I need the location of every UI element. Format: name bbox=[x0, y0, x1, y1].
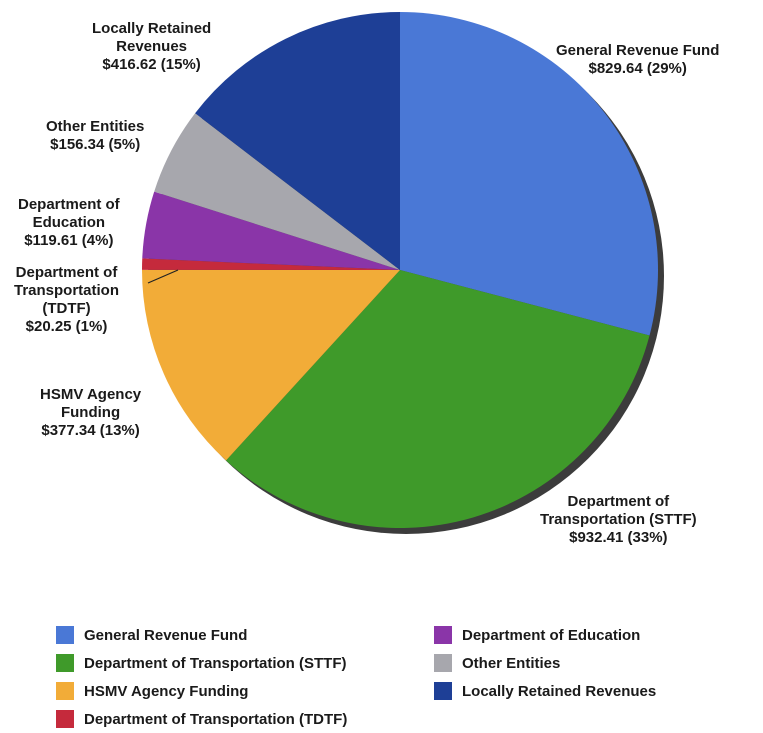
legend-item-locally-retained-revenues: Locally Retained Revenues bbox=[434, 680, 656, 702]
legend-label: Other Entities bbox=[462, 654, 561, 672]
label-dot-tdtf: Department of Transportation (TDTF) $20.… bbox=[14, 264, 119, 336]
pie-slice-general-revenue-fund bbox=[400, 12, 658, 336]
legend-label: Department of Transportation (TDTF) bbox=[84, 710, 348, 728]
legend-item-general-revenue-fund: General Revenue Fund bbox=[56, 624, 247, 646]
label-name-line: Education bbox=[32, 214, 106, 231]
label-name-line: Transportation (STTF) bbox=[540, 511, 697, 528]
label-dot-sttf: Department of Transportation (STTF) $932… bbox=[540, 493, 697, 547]
label-value: $20.25 (1%) bbox=[25, 318, 108, 335]
label-value: $829.64 (29%) bbox=[588, 60, 687, 77]
legend-label: General Revenue Fund bbox=[84, 626, 248, 644]
label-name-line: Other Entities bbox=[46, 118, 145, 135]
legend-label: Department of Transportation (STTF) bbox=[84, 654, 347, 672]
legend-swatch bbox=[56, 626, 74, 644]
legend-label: HSMV Agency Funding bbox=[84, 682, 249, 700]
label-value: $377.34 (13%) bbox=[41, 422, 140, 439]
label-name-line: General Revenue Fund bbox=[556, 42, 720, 59]
label-name-line: Department of bbox=[15, 264, 118, 281]
label-other-entities: Other Entities $156.34 (5%) bbox=[46, 118, 144, 154]
legend-swatch bbox=[56, 710, 74, 728]
pie-slice-hsmv-agency-funding bbox=[142, 269, 401, 461]
label-name-line: HSMV Agency bbox=[40, 386, 142, 403]
tdtf-leader-line bbox=[147, 269, 179, 284]
pie-slice-locally-retained-revenues bbox=[195, 12, 400, 270]
legend-swatch bbox=[56, 682, 74, 700]
legend-label: Department of Education bbox=[462, 626, 641, 644]
label-name-line: Transportation bbox=[14, 282, 120, 299]
legend-item-department-of-education: Department of Education bbox=[434, 624, 640, 646]
legend-item-dot-sttf: Department of Transportation (STTF) bbox=[56, 652, 347, 674]
label-name-line: Revenues bbox=[116, 38, 188, 55]
pie-slice-department-of-education bbox=[142, 191, 401, 270]
label-name-line: Department of bbox=[567, 493, 670, 510]
label-name-line: Funding bbox=[60, 404, 121, 421]
pie-slice-other-entities bbox=[154, 113, 400, 271]
label-locally-retained-revenues: Locally Retained Revenues $416.62 (15%) bbox=[92, 20, 211, 74]
label-name-line: Department of bbox=[18, 196, 120, 213]
label-name-line: Locally Retained bbox=[92, 20, 212, 37]
label-value: $932.41 (33%) bbox=[569, 529, 668, 546]
legend-swatch bbox=[434, 654, 452, 672]
pie-slice-department-of-transportation-tdtf bbox=[142, 258, 400, 270]
label-value: $119.61 (4%) bbox=[24, 232, 114, 249]
legend-swatch bbox=[434, 626, 452, 644]
pie-slices bbox=[142, 12, 664, 534]
pie-slice-department-of-transportation-sttf bbox=[226, 270, 650, 528]
label-department-of-education: Department of Education $119.61 (4%) bbox=[18, 196, 120, 250]
legend-item-other-entities: Other Entities bbox=[434, 652, 560, 674]
label-general-revenue-fund: General Revenue Fund $829.64 (29%) bbox=[556, 42, 719, 78]
label-name-line: (TDTF) bbox=[42, 300, 91, 317]
chart-legend: General Revenue Fund Department of Trans… bbox=[56, 620, 746, 730]
legend-swatch bbox=[56, 654, 74, 672]
legend-label: Locally Retained Revenues bbox=[462, 682, 657, 700]
legend-swatch bbox=[434, 682, 452, 700]
legend-item-dot-tdtf: Department of Transportation (TDTF) bbox=[56, 708, 347, 730]
label-value: $156.34 (5%) bbox=[50, 136, 141, 153]
legend-item-hsmv-agency-funding: HSMV Agency Funding bbox=[56, 680, 248, 702]
label-hsmv-agency-funding: HSMV Agency Funding $377.34 (13%) bbox=[40, 386, 141, 440]
label-value: $416.62 (15%) bbox=[102, 56, 201, 73]
